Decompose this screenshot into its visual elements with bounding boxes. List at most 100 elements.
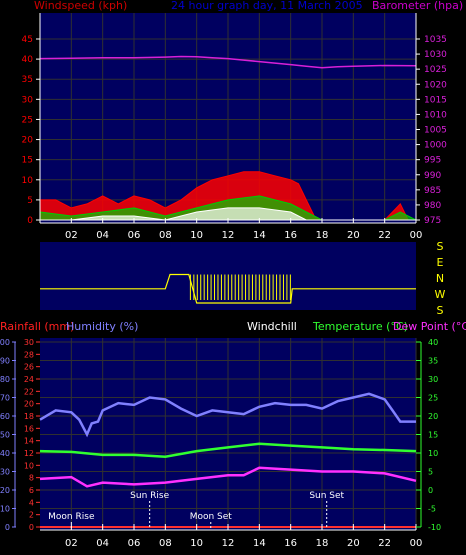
- climate-x-tick-label: 02: [65, 538, 78, 549]
- wind-x-tick-label: 00: [410, 230, 423, 241]
- wind-y-tick-label: 0: [27, 216, 33, 226]
- wind-x-tick-label: 14: [253, 230, 266, 241]
- barometer-tick-label: 1010: [424, 110, 447, 120]
- barometer-tick-label: 985: [424, 186, 441, 196]
- rainfall-tick-label: 28: [24, 350, 34, 359]
- climate-x-tick-label: 10: [190, 538, 203, 549]
- temperature-tick-label: 35: [428, 357, 438, 366]
- barometer-tick-label: 1020: [424, 80, 447, 90]
- barometer-tick-label: 980: [424, 201, 441, 211]
- humidity-tick-label: 20: [0, 486, 10, 495]
- wind-y-tick-label: 40: [22, 55, 34, 65]
- rainfall-tick-label: 12: [24, 449, 34, 458]
- climate-x-tick-label: 20: [347, 538, 360, 549]
- barometer-tick-label: 995: [424, 156, 441, 166]
- climate-x-tick-label: 00: [410, 538, 423, 549]
- humidity-tick-label: 60: [0, 412, 10, 421]
- rainfall-tick-label: 8: [29, 474, 34, 483]
- direction-axis-label: W: [435, 288, 446, 301]
- humidity-tick-label: 80: [0, 375, 10, 384]
- rainfall-axis-title: Rainfall (mm): [0, 320, 74, 333]
- humidity-tick-label: 100: [0, 338, 10, 347]
- rainfall-tick-label: 26: [24, 363, 34, 372]
- rainfall-tick-label: 14: [24, 437, 34, 446]
- temperature-tick-label: 0: [428, 486, 433, 495]
- wind-x-tick-label: 08: [159, 230, 172, 241]
- rainfall-tick-label: 16: [24, 424, 34, 433]
- barometer-tick-label: 990: [424, 171, 441, 181]
- climate-x-tick-label: 22: [378, 538, 391, 549]
- barometer-tick-label: 1025: [424, 65, 447, 75]
- barometer-tick-label: 975: [424, 216, 441, 226]
- wind-y-tick-label: 45: [22, 35, 33, 45]
- series-wind-direction: [40, 273, 416, 304]
- wind-x-tick-label: 12: [222, 230, 235, 241]
- climate-x-tick-label: 06: [128, 538, 141, 549]
- wind-y-tick-label: 35: [22, 75, 33, 85]
- humidity-axis-title: Humidity (%): [66, 320, 138, 333]
- series-humidity: [39, 392, 416, 438]
- wind-y-tick-label: 15: [22, 156, 33, 166]
- temperature-tick-label: -5: [428, 505, 436, 514]
- climate-x-tick-label: 08: [159, 538, 172, 549]
- climate-x-tick-label: 16: [284, 538, 297, 549]
- humidity-tick-label: 0: [5, 523, 10, 532]
- wind-x-tick-label: 20: [347, 230, 360, 241]
- annotation-label: Sun Rise: [130, 491, 169, 501]
- wind-y-tick-label: 25: [22, 115, 33, 125]
- humidity-tick-label: 10: [0, 505, 10, 514]
- rainfall-tick-label: 24: [24, 375, 34, 384]
- wind-x-tick-label: 18: [316, 230, 329, 241]
- humidity-tick-label: 40: [0, 449, 10, 458]
- direction-axis-label: S: [437, 304, 444, 317]
- temperature-tick-label: 20: [428, 412, 438, 421]
- wind-x-tick-label: 10: [190, 230, 203, 241]
- wind-x-tick-label: 04: [96, 230, 109, 241]
- annotation-label: Moon Set: [190, 512, 233, 522]
- rainfall-tick-label: 6: [29, 486, 34, 495]
- temperature-tick-label: 40: [428, 338, 438, 347]
- rainfall-tick-label: 10: [24, 461, 34, 470]
- wind-x-tick-label: 06: [128, 230, 141, 241]
- wind-y-tick-label: 5: [27, 196, 33, 206]
- barometer-tick-label: 1015: [424, 95, 447, 105]
- temperature-tick-label: -10: [428, 523, 441, 532]
- humidity-tick-label: 30: [0, 468, 10, 477]
- climate-x-tick-label: 14: [253, 538, 266, 549]
- rainfall-tick-label: 30: [24, 338, 34, 347]
- barometer-tick-label: 1000: [424, 141, 447, 151]
- humidity-tick-label: 50: [0, 431, 10, 440]
- barometer-tick-label: 1005: [424, 126, 447, 136]
- temperature-tick-label: 25: [428, 394, 438, 403]
- windchill-legend: Windchill: [247, 320, 297, 333]
- wind-x-tick-label: 16: [284, 230, 297, 241]
- rainfall-tick-label: 22: [24, 387, 34, 396]
- humidity-tick-label: 70: [0, 394, 10, 403]
- dew-point-axis-title: Dew Point (°C): [393, 320, 466, 333]
- barometer-tick-label: 1030: [424, 50, 447, 60]
- temperature-tick-label: 5: [428, 468, 433, 477]
- rainfall-tick-label: 2: [29, 511, 34, 520]
- annotation-label: Moon Rise: [48, 512, 95, 522]
- annotation-label: Sun Set: [309, 491, 344, 501]
- barometer-axis-title: Barometer (hpa): [372, 0, 463, 12]
- barometer-tick-label: 1035: [424, 35, 447, 45]
- wind-x-tick-label: 22: [378, 230, 391, 241]
- temperature-axis-title: Temperature (°C): [312, 320, 408, 333]
- rainfall-tick-label: 20: [24, 400, 34, 409]
- direction-axis-label: N: [436, 272, 444, 285]
- graph-title: 24 hour graph day, 11 March 2005: [171, 0, 363, 12]
- rainfall-tick-label: 0: [29, 523, 34, 532]
- wind-y-tick-label: 10: [22, 176, 34, 186]
- temperature-tick-label: 30: [428, 375, 438, 384]
- series-barometer: [39, 55, 417, 69]
- windspeed-axis-title: Windspeed (kph): [34, 0, 127, 12]
- temperature-tick-label: 15: [428, 431, 438, 440]
- series-dew-point-c: [39, 466, 417, 488]
- climate-x-tick-label: 12: [222, 538, 235, 549]
- wind-y-tick-label: 20: [22, 136, 34, 146]
- temperature-tick-label: 10: [428, 449, 438, 458]
- humidity-tick-label: 90: [0, 357, 10, 366]
- rainfall-tick-label: 18: [24, 412, 34, 421]
